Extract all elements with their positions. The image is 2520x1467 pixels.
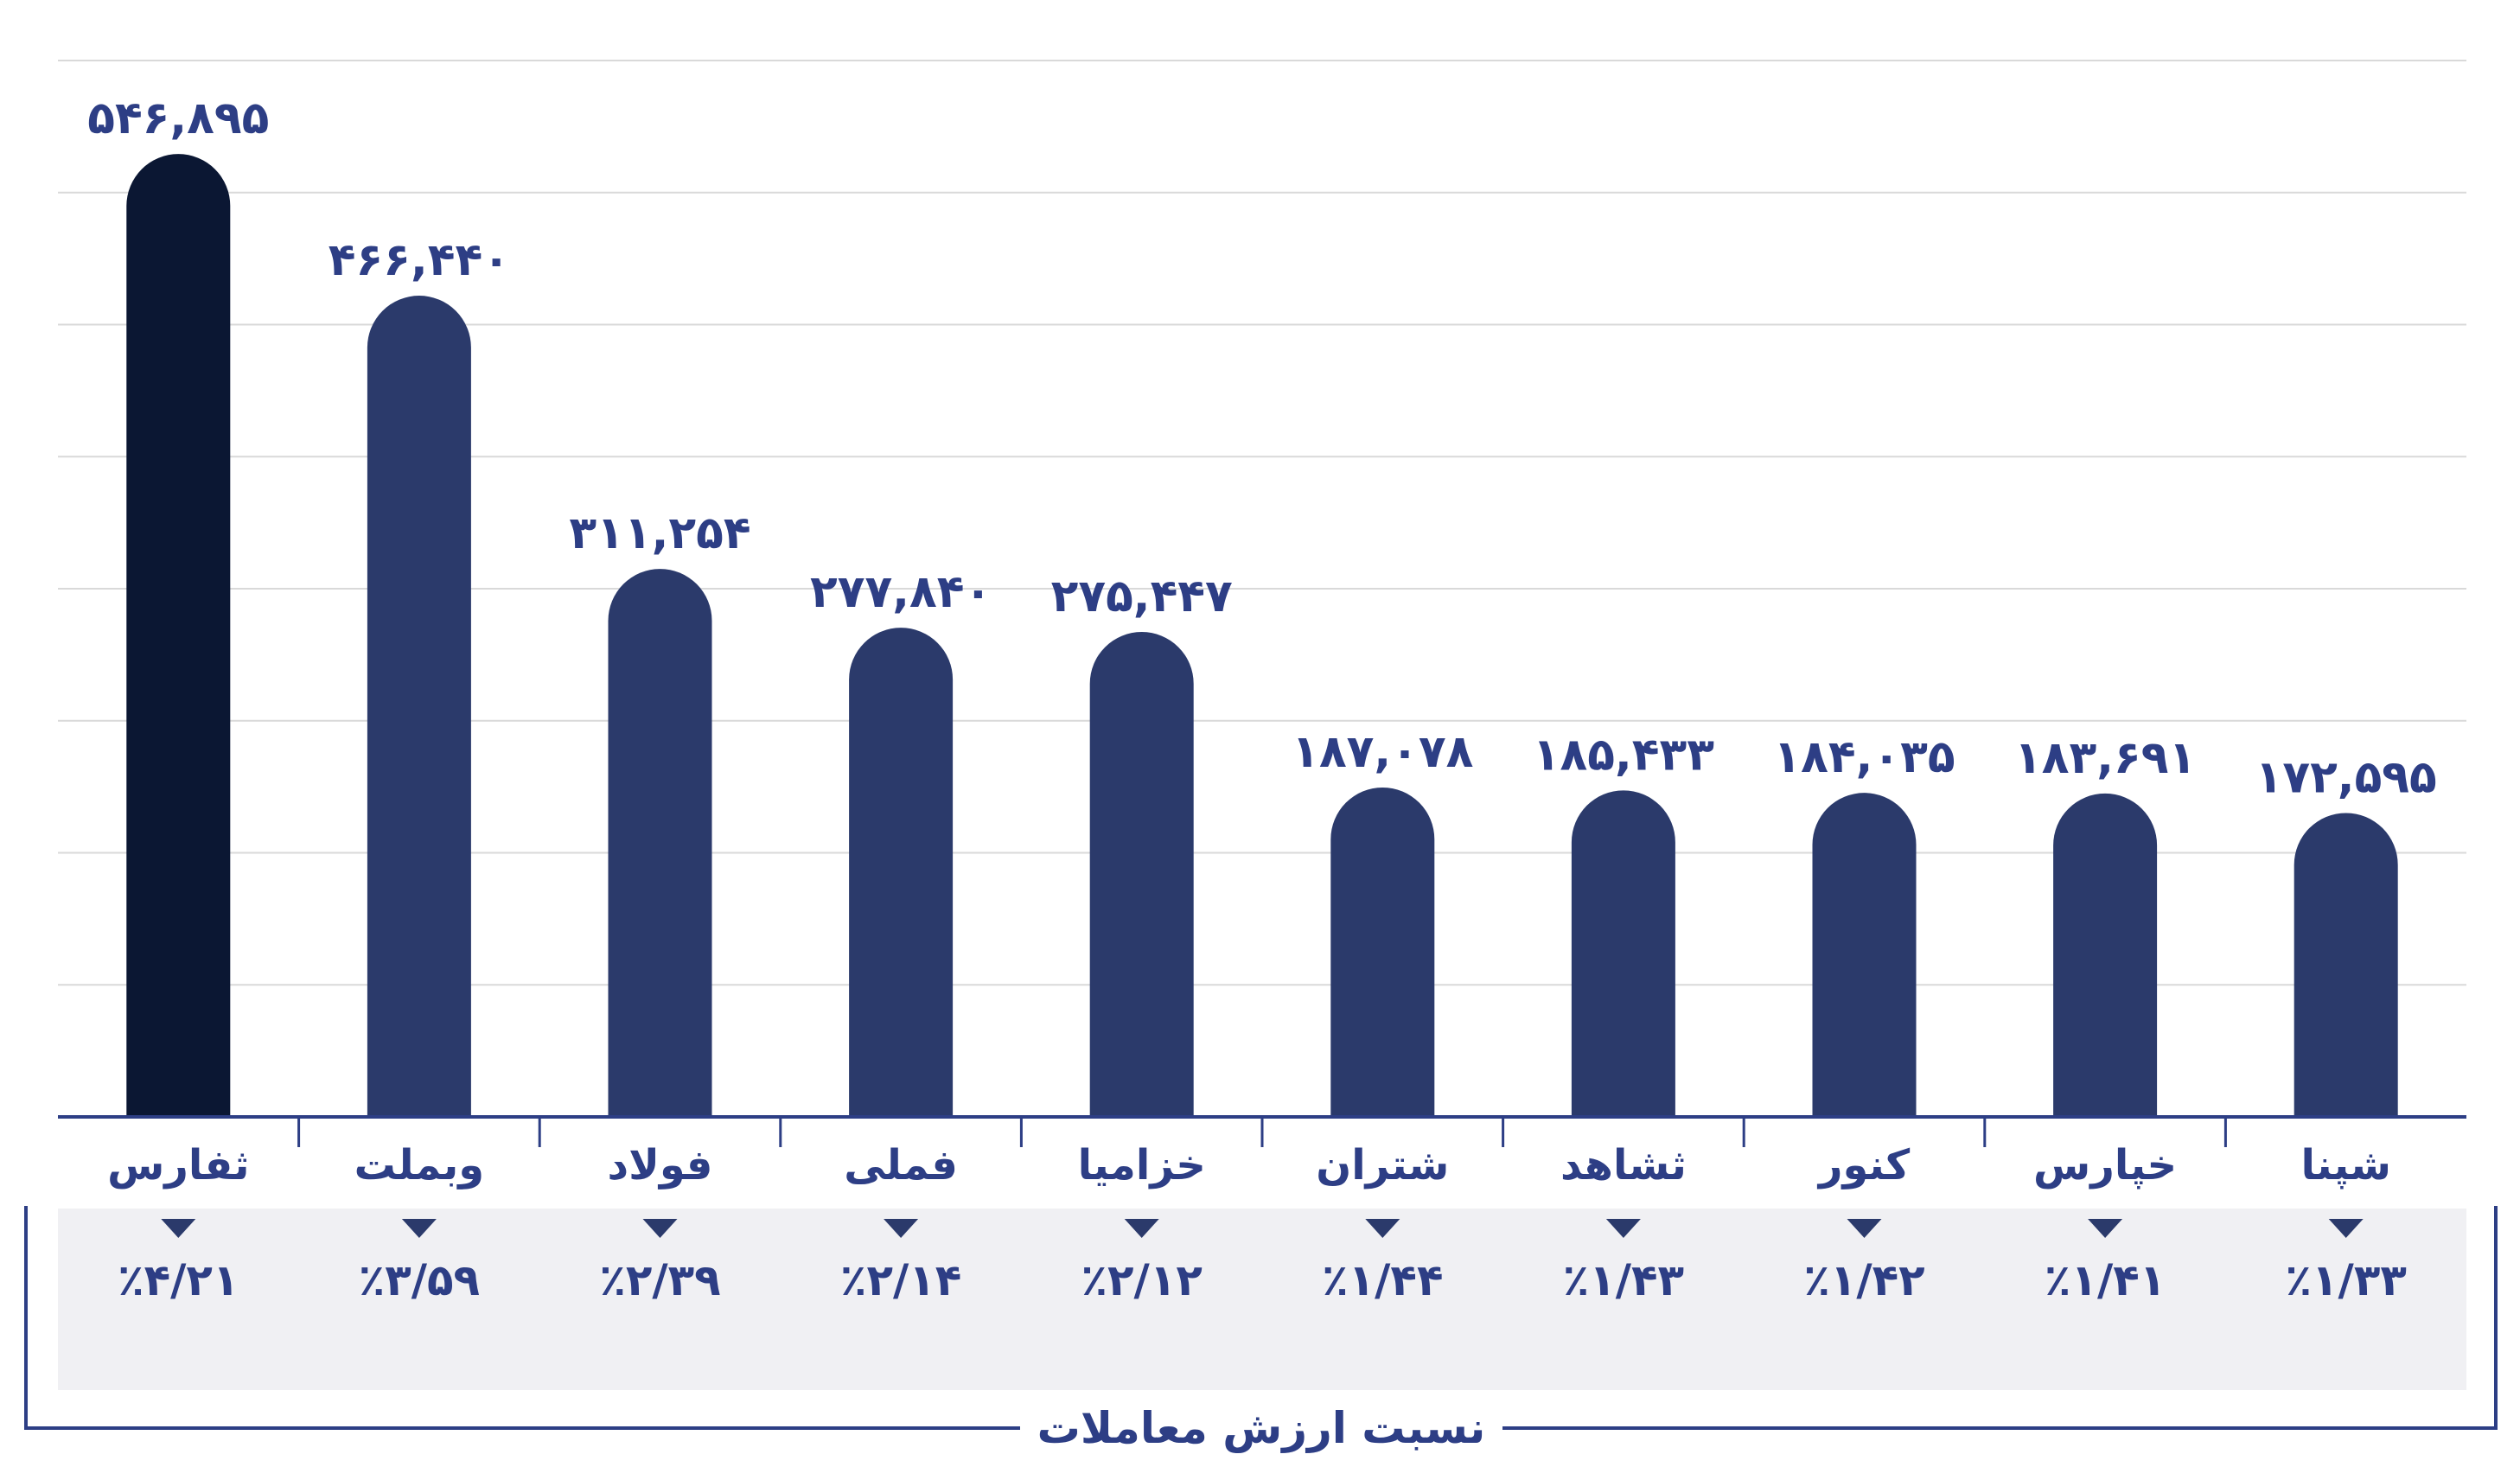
share-marker-icon [1365, 1219, 1400, 1238]
bar [608, 569, 712, 1117]
share-label: ٪۲/۳۹ [599, 1255, 720, 1305]
share-label: ٪۲/۱۴ [840, 1255, 961, 1305]
share-label: ٪۲/۱۲ [1081, 1255, 1203, 1305]
share-marker-icon [1847, 1219, 1882, 1238]
category-label: ثفارس [107, 1141, 249, 1190]
share-label: ٪۱/۴۱ [2045, 1255, 2166, 1305]
share-marker-icon [2328, 1219, 2364, 1238]
bar [1812, 793, 1917, 1117]
share-labels: ٪۴/۲۱ ٪۳/۵۹ ٪۲/۳۹ ٪۲/۱۴ ٪۲/۱۲ ٪۱/۴۴ ٪۱/۴۳ ٪۱/۴۲… [118, 1255, 2407, 1305]
value-label: ۲۷۵,۴۴۷ [1051, 571, 1233, 622]
category-label: کنور [1817, 1141, 1910, 1190]
value-label: ۱۸۴,۰۳۵ [1773, 731, 1955, 783]
category-labels: ثفارس وبملت فولاد فملی خزامیا شتران ثشاهد کنور خ… [107, 1141, 2391, 1190]
share-band [58, 1209, 2466, 1390]
value-label: ۴۶۶,۴۴۰ [329, 234, 510, 286]
bar [367, 296, 471, 1118]
share-label: ٪۱/۴۲ [1803, 1255, 1924, 1305]
share-label: ٪۱/۴۳ [1563, 1255, 1684, 1305]
share-label: ٪۴/۲۱ [118, 1255, 239, 1305]
value-label: ۱۸۵,۴۳۳ [1533, 729, 1714, 781]
value-label: ۱۸۷,۰۷۸ [1292, 726, 1473, 778]
bar [2294, 813, 2398, 1117]
x-axis-ticks [297, 1117, 2227, 1147]
category-label: فولاد [608, 1141, 713, 1190]
share-label: ٪۳/۵۹ [359, 1255, 480, 1305]
value-label: ۱۸۳,۶۹۱ [2014, 732, 2196, 784]
bar [1089, 632, 1194, 1117]
share-marker-icon [161, 1219, 196, 1238]
share-label: ٪۱/۴۴ [1322, 1255, 1443, 1305]
value-label: ۵۴۶,۸۹۵ [87, 92, 269, 144]
bar [126, 154, 231, 1117]
bars [126, 154, 2398, 1118]
share-bracket [24, 1206, 2498, 1430]
bar [849, 628, 954, 1117]
share-marker-icon [1605, 1219, 1641, 1238]
bar [1571, 790, 1675, 1117]
category-label: خپارس [2033, 1141, 2177, 1190]
category-label: ثشاهد [1560, 1141, 1687, 1190]
share-markers [161, 1219, 2364, 1238]
share-marker-icon [401, 1219, 437, 1238]
share-marker-icon [642, 1219, 678, 1238]
share-marker-icon [884, 1219, 919, 1238]
value-label: ۱۷۲,۵۹۵ [2255, 751, 2437, 803]
category-label: شتران [1316, 1141, 1449, 1190]
bar [2053, 793, 2158, 1117]
bar [1330, 787, 1435, 1117]
category-label: خزامیا [1078, 1141, 1206, 1190]
category-label: شپنا [2300, 1141, 2390, 1190]
value-label: ۳۱۱,۲۵۴ [569, 507, 750, 559]
share-marker-icon [1124, 1219, 1159, 1238]
share-title: نسبت ارزش معاملات [1037, 1403, 1486, 1453]
category-label: وبملت [354, 1141, 484, 1190]
share-label: ٪۱/۳۳ [2286, 1255, 2407, 1305]
value-label: ۲۷۷,۸۴۰ [810, 566, 992, 618]
value-labels: ۵۴۶,۸۹۵ ۴۶۶,۴۴۰ ۳۱۱,۲۵۴ ۲۷۷,۸۴۰ ۲۷۵,۴۴۷ ۱۸۷,۰… [87, 92, 2437, 803]
category-label: فملی [844, 1141, 958, 1190]
share-marker-icon [2088, 1219, 2123, 1238]
